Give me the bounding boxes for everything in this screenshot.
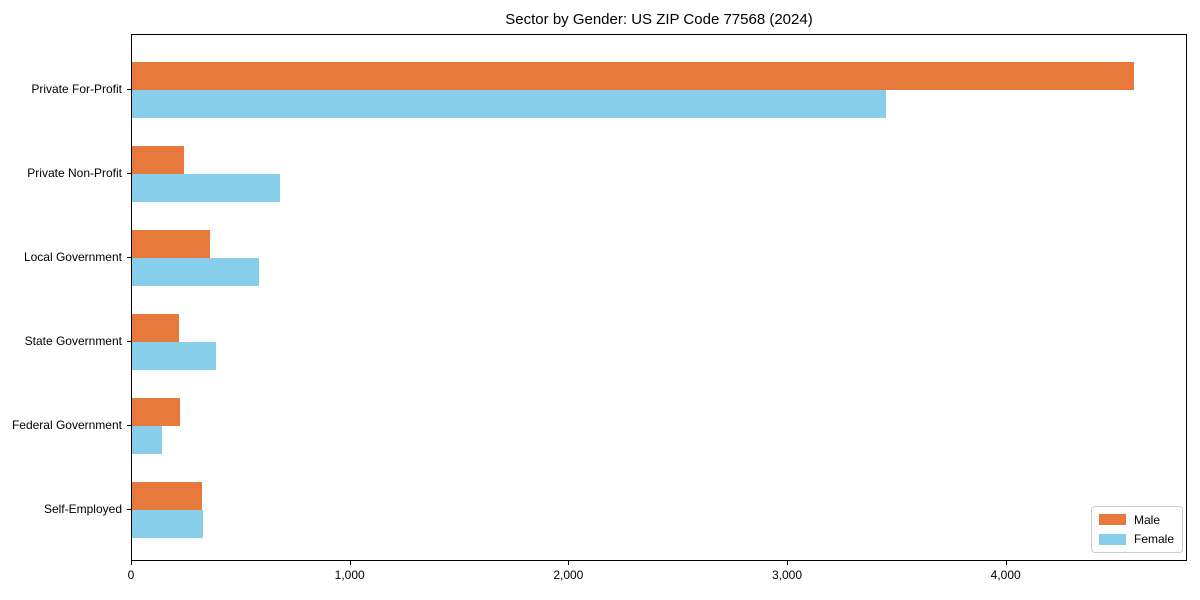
x-tick-label-0: 0 bbox=[127, 568, 135, 582]
legend-entry-male: Male bbox=[1099, 513, 1182, 527]
y-tick-private-non-profit bbox=[127, 173, 131, 174]
bar-female-local-government bbox=[132, 258, 259, 286]
x-tick-4000 bbox=[1005, 561, 1007, 565]
legend-swatch-male bbox=[1099, 514, 1126, 526]
y-tick-self-employed bbox=[127, 509, 131, 510]
legend: Male Female bbox=[1091, 506, 1183, 553]
y-tick-state-government bbox=[127, 341, 131, 342]
bar-female-private-for-profit bbox=[132, 90, 887, 118]
bar-male-local-government bbox=[132, 230, 210, 258]
y-tick-local-government bbox=[127, 257, 131, 258]
x-tick-label-2000: 2,000 bbox=[553, 568, 584, 582]
legend-label-male: Male bbox=[1134, 512, 1161, 527]
x-tick-label-1000: 1,000 bbox=[334, 568, 365, 582]
bar-female-private-non-profit bbox=[132, 174, 280, 202]
x-tick-label-4000: 4,000 bbox=[990, 568, 1021, 582]
bar-male-federal-government bbox=[132, 398, 181, 426]
bar-male-state-government bbox=[132, 314, 179, 342]
chart-title: Sector by Gender: US ZIP Code 77568 (202… bbox=[505, 11, 813, 28]
y-tick-label-self-employed: Self-Employed bbox=[43, 502, 122, 516]
bar-male-private-non-profit bbox=[132, 146, 185, 174]
y-tick-label-state-government: State Government bbox=[24, 334, 122, 348]
legend-entry-female: Female bbox=[1099, 532, 1182, 546]
legend-label-female: Female bbox=[1134, 532, 1175, 547]
x-tick-1000 bbox=[349, 561, 351, 565]
bar-male-self-employed bbox=[132, 482, 202, 510]
bar-female-self-employed bbox=[132, 510, 204, 538]
plot-area: Male Female bbox=[131, 34, 1187, 561]
x-tick-label-3000: 3,000 bbox=[772, 568, 803, 582]
y-tick-label-private-for-profit: Private For-Profit bbox=[31, 82, 122, 96]
bar-female-state-government bbox=[132, 342, 217, 370]
y-tick-federal-government bbox=[127, 425, 131, 426]
x-tick-0 bbox=[131, 561, 132, 565]
y-tick-label-federal-government: Federal Government bbox=[11, 418, 122, 432]
x-tick-3000 bbox=[787, 561, 789, 565]
x-tick-2000 bbox=[568, 561, 570, 565]
y-tick-label-private-non-profit: Private Non-Profit bbox=[27, 166, 122, 180]
y-tick-label-local-government: Local Government bbox=[23, 250, 122, 264]
bar-female-federal-government bbox=[132, 426, 162, 454]
bar-male-private-for-profit bbox=[132, 62, 1134, 90]
legend-swatch-female bbox=[1099, 533, 1126, 545]
y-tick-private-for-profit bbox=[127, 89, 131, 90]
